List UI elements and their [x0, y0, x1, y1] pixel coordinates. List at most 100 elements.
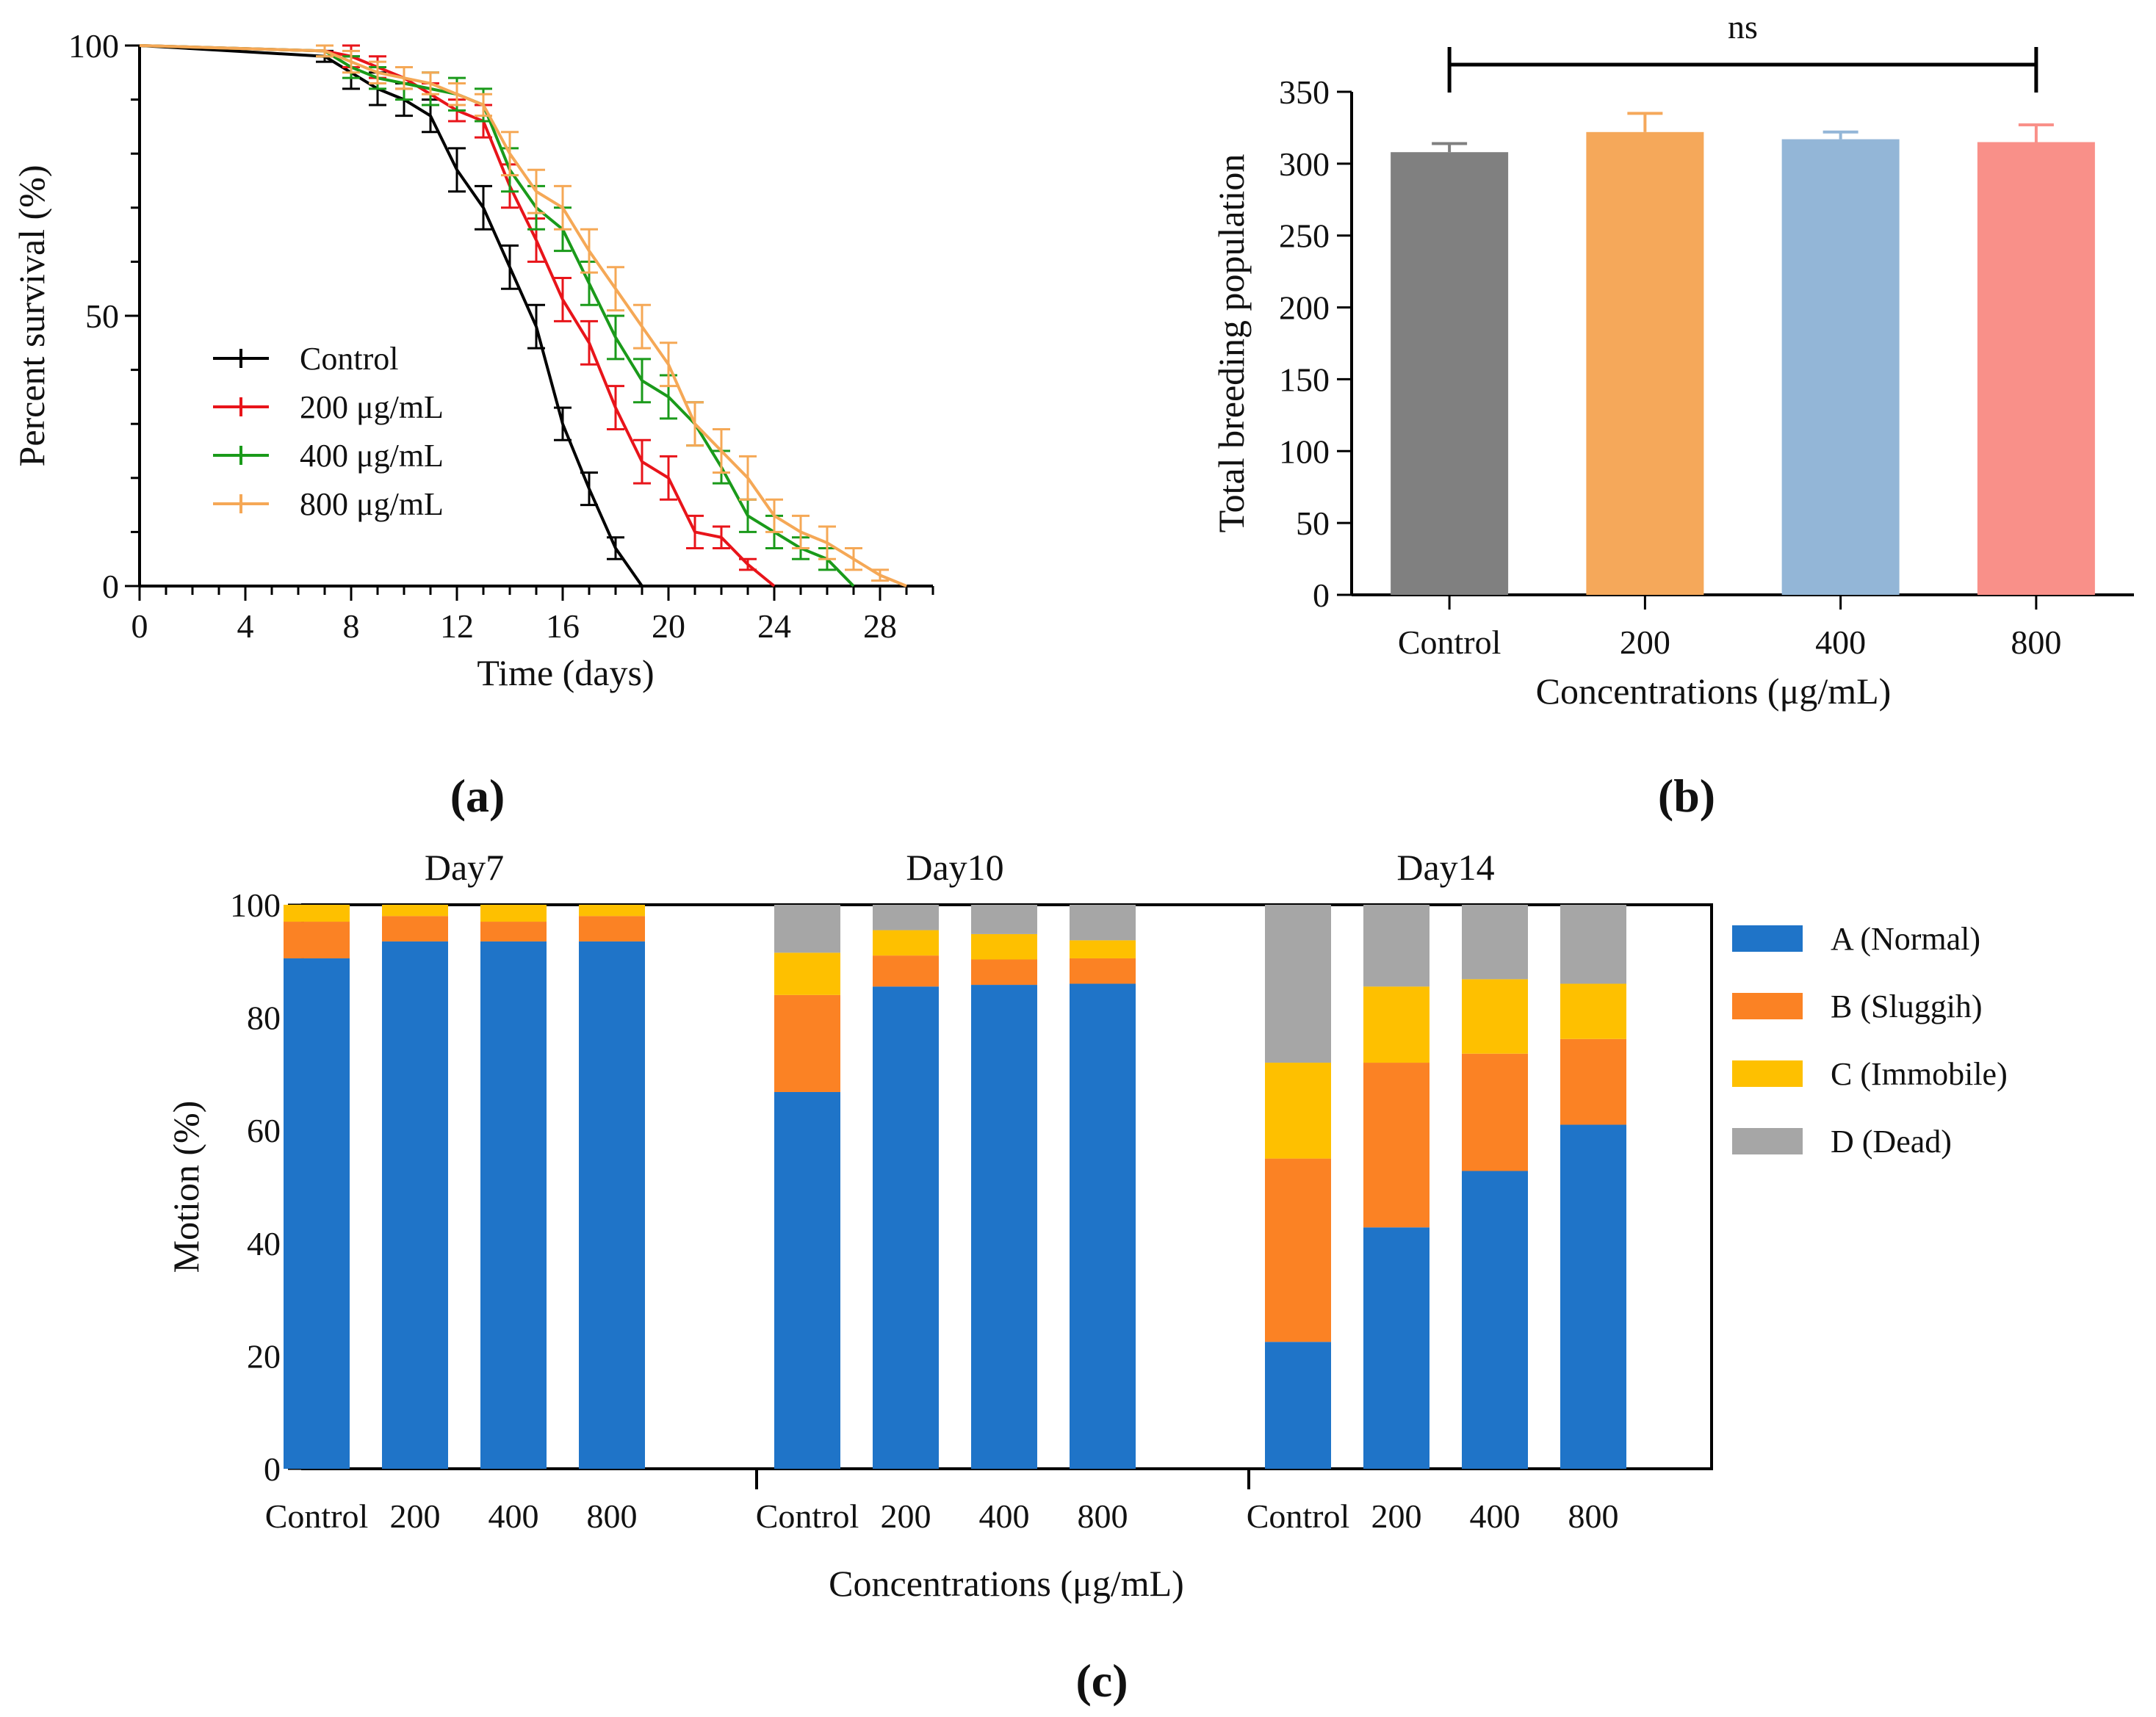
data-point-error-bar — [580, 228, 598, 274]
data-point-error-bar — [818, 525, 836, 560]
x-tick-label: 24 — [757, 607, 791, 645]
bar-800 — [1977, 142, 2095, 595]
x-tick-label-400: 400 — [1470, 1497, 1521, 1535]
data-point-error-bar — [580, 319, 598, 366]
bar-segment-b-sluggih — [774, 994, 840, 1092]
legend-label-b-sluggih: B (Sluggih) — [1831, 988, 1983, 1024]
data-point-error-bar — [580, 471, 598, 507]
y-tick-label: 40 — [247, 1225, 281, 1262]
bar-segment-a-normal — [382, 941, 448, 1469]
legend-label-control: Control — [300, 341, 398, 377]
bar-segment-c-immobile — [873, 930, 939, 956]
bar-segment-c-immobile — [1560, 983, 1626, 1039]
x-tick-label-control: Control — [756, 1497, 859, 1535]
bar-segment-d-dead — [1363, 905, 1429, 987]
y-tick-label: 350 — [1279, 73, 1330, 111]
group-title-day7: Day7 — [425, 847, 504, 888]
group-day14: Day14 Control 200 400 800 — [1247, 847, 1626, 1535]
data-point-error-bar — [527, 303, 545, 350]
data-point-error-bar — [633, 358, 651, 404]
legend-swatch-d-dead — [1732, 1128, 1803, 1154]
data-point-error-bar — [660, 455, 677, 501]
x-tick-label: 8 — [343, 607, 360, 645]
data-point-error-bar — [369, 60, 386, 85]
x-tick-label-400: 400 — [488, 1497, 539, 1535]
bar-segment-b-sluggih — [1265, 1158, 1331, 1342]
series-800-g-ml — [139, 44, 907, 588]
x-tick-label: 20 — [652, 607, 685, 645]
bar-segment-c-immobile — [1462, 979, 1528, 1054]
y-axis-title: Motion (%) — [165, 1101, 206, 1273]
x-tick-label: 16 — [546, 607, 580, 645]
data-point-error-bar — [633, 438, 651, 485]
data-point-error-bar — [448, 82, 466, 106]
x-axis-title: Concentrations (μg/mL) — [1536, 670, 1892, 712]
bar-control — [1391, 152, 1509, 595]
bar-segment-a-normal — [873, 986, 939, 1469]
y-tick-label: 150 — [1279, 361, 1330, 398]
data-point-error-bar — [607, 266, 624, 312]
bar-segment-d-dead — [971, 905, 1037, 934]
bar-segment-d-dead — [774, 905, 840, 953]
data-point-error-bar — [342, 49, 360, 74]
group-title-day10: Day10 — [906, 847, 1003, 888]
bar-segment-a-normal — [1560, 1124, 1626, 1469]
series-line-control — [139, 44, 643, 588]
data-point-error-bar — [607, 314, 624, 361]
y-tick-label: 250 — [1279, 217, 1330, 255]
panel-label-a: (a) — [450, 770, 505, 822]
bar-segment-a-normal — [1070, 983, 1136, 1469]
panel-b-breeding-chart: 0 50 100 150 200 250 300 350 Control 200 400 800 Con… — [1211, 8, 2134, 822]
data-point-error-bar — [475, 93, 492, 118]
bar-segment-d-dead — [873, 905, 939, 930]
bar-segment-b-sluggih — [382, 916, 448, 941]
x-tick-label-800: 800 — [2011, 623, 2061, 661]
data-point-error-bar — [527, 168, 545, 214]
y-tick-label: 0 — [264, 1450, 281, 1488]
data-point-error-bar — [501, 131, 519, 177]
y-tick-label: 50 — [85, 297, 119, 335]
x-tick-label-control: Control — [265, 1497, 369, 1535]
data-point-error-bar — [395, 65, 413, 90]
bar-segment-d-dead — [1070, 905, 1136, 941]
data-point-error-bar — [686, 401, 704, 447]
data-point-error-bar — [554, 184, 572, 231]
y-tick-label: 100 — [68, 27, 119, 65]
bar-200 — [1586, 131, 1704, 596]
data-point-error-bar — [739, 455, 757, 501]
x-tick-label-800: 800 — [1078, 1497, 1128, 1535]
data-point-error-bar — [713, 525, 730, 549]
significance-label: ns — [1728, 8, 1758, 46]
bar-segment-d-dead — [1265, 905, 1331, 1063]
bar-400 — [1781, 139, 1900, 596]
series-line-800-g-ml — [139, 44, 907, 588]
data-point-error-bar — [607, 536, 624, 560]
legend-label-800-g-ml: 800 μg/mL — [300, 486, 444, 522]
bar-segment-c-immobile — [1070, 940, 1136, 958]
y-tick-label: 20 — [247, 1337, 281, 1375]
bar-segment-c-immobile — [480, 905, 547, 922]
bar-segment-a-normal — [284, 958, 350, 1469]
legend-label-d-dead: D (Dead) — [1831, 1124, 1952, 1160]
bar-segment-b-sluggih — [480, 922, 547, 941]
data-point-error-bar — [554, 276, 572, 322]
bar-segment-d-dead — [1560, 905, 1626, 984]
group-day7: Day7 Control 200 400 800 — [265, 847, 645, 1535]
data-point-error-bar — [475, 184, 492, 231]
y-axis-title: Total breeding population — [1211, 154, 1252, 533]
group-day10: Day10 Control 200 400 800 — [756, 847, 1136, 1535]
data-point-error-bar — [792, 514, 810, 549]
data-point-error-bar — [448, 147, 466, 193]
x-tick-label: 4 — [237, 607, 254, 645]
y-tick-label: 300 — [1279, 145, 1330, 183]
bar-segment-a-normal — [971, 985, 1037, 1469]
data-point-error-bar — [501, 244, 519, 290]
y-tick-label: 200 — [1279, 289, 1330, 327]
data-point-error-bar — [713, 428, 730, 474]
legend-swatch-a-normal — [1732, 925, 1803, 952]
panel-label-b: (b) — [1658, 770, 1715, 822]
x-tick-label: 0 — [131, 607, 148, 645]
group-title-day14: Day14 — [1396, 847, 1494, 888]
bar-segment-b-sluggih — [1462, 1053, 1528, 1171]
